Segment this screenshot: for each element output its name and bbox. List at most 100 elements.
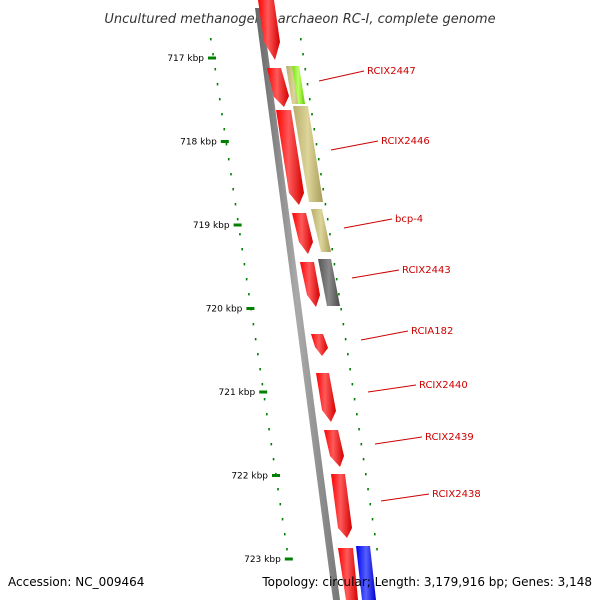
kbp-tick-label: 722 kbp: [231, 472, 268, 482]
guide-dot: [329, 233, 331, 236]
guide-dot: [335, 278, 338, 281]
gene-arrow-7: [324, 430, 344, 467]
guide-dot: [356, 413, 358, 416]
kbp-tick-label: 720 kbp: [206, 305, 243, 315]
guide-dot: [349, 368, 351, 371]
guide-dot: [369, 503, 372, 506]
guide-dot: [210, 38, 212, 41]
gene-arrow-4: [300, 262, 320, 307]
guide-dot: [358, 428, 360, 431]
gene-label-leader: [343, 218, 393, 229]
guide-dot: [353, 398, 356, 401]
kbp-tick-label: 719 kbp: [193, 221, 230, 231]
guide-dot: [367, 488, 369, 491]
guide-dot: [331, 248, 333, 251]
guide-dot: [320, 173, 322, 176]
gene-label: RCIX2447: [367, 66, 416, 77]
kbp-tick-mark: [208, 56, 216, 60]
guide-dot: [344, 338, 347, 341]
kbp-tick-label: 721 kbp: [219, 388, 256, 398]
accession-text: Accession: NC_009464: [8, 575, 144, 589]
gene-label: bcp-4: [395, 214, 423, 225]
gene-label-leader: [351, 269, 400, 279]
gene-arrow-top: [258, 0, 280, 60]
gene-label-leader: [374, 436, 423, 445]
guide-dot: [322, 188, 325, 191]
guide-dot: [257, 353, 259, 356]
kbp-tick-label: 717 kbp: [167, 54, 204, 64]
gene-label: RCIX2438: [432, 489, 481, 500]
kbp-tick-mark: [259, 390, 268, 394]
gene-label: RCIX2440: [419, 380, 468, 391]
gene-label-layer: RCIX2447 RCIX2446 bcp-4 RCIX2443 RCIA182 RCIX…: [318, 66, 481, 502]
kbp-tick-layer: 717 kbp 718 kbp 719 kbp 720 kbp 721 kbp 722 k…: [167, 54, 293, 565]
guide-dot: [281, 518, 284, 521]
guide-dot: [308, 98, 311, 101]
guide-dot: [234, 203, 237, 206]
cog-gene-gray: [318, 259, 340, 306]
guide-dot: [225, 143, 228, 146]
guide-dot: [221, 113, 223, 116]
kbp-tick-mark: [233, 223, 242, 227]
cog-gene-khaki-3: [311, 209, 331, 252]
guide-dot: [342, 323, 345, 326]
guide-dot: [254, 338, 257, 341]
guide-dot: [351, 383, 354, 386]
guide-dot: [245, 278, 248, 281]
genome-backbone: [255, 8, 340, 600]
gene-arrow-5: [311, 334, 328, 356]
kbp-tick-mark: [272, 474, 280, 477]
kbp-tick-mark: [246, 307, 255, 310]
guide-dot: [261, 383, 264, 386]
kbp-tick-mark: [220, 140, 229, 143]
kbp-tick-label: 718 kbp: [180, 138, 217, 148]
gene-label: RCIX2439: [425, 432, 474, 443]
cog-gene-blue: [356, 546, 376, 600]
gene-label-leader: [318, 70, 365, 82]
guide-dot: [239, 233, 241, 236]
guide-dot: [272, 458, 275, 461]
guide-dot: [227, 158, 230, 161]
guide-dot: [248, 293, 250, 296]
guide-dot: [313, 128, 316, 131]
guide-dot: [236, 218, 239, 221]
guide-dot: [252, 323, 255, 326]
guide-dot: [362, 458, 365, 461]
guide-dot: [212, 53, 214, 56]
guide-dot: [214, 68, 217, 71]
genome-summary-text: Topology: circular; Length: 3,179,916 bp…: [261, 575, 592, 589]
map-title: Uncultured methanogenic archaeon RC-I, c…: [104, 12, 495, 27]
guide-dot: [286, 548, 288, 551]
guide-dot: [326, 218, 329, 221]
guide-dot: [218, 98, 221, 101]
outer-tick-dots: [300, 38, 378, 551]
guide-dot: [317, 158, 320, 161]
guide-dot: [338, 293, 340, 296]
guide-dot: [304, 68, 307, 71]
guide-dot: [373, 533, 376, 536]
cog-gene-lime: [292, 66, 305, 104]
guide-dot: [259, 368, 261, 371]
guide-dot: [216, 83, 219, 86]
gene-label-leader: [330, 140, 379, 151]
guide-dot: [232, 188, 235, 191]
guide-dot: [306, 83, 309, 86]
guide-dot: [223, 128, 226, 131]
guide-dot: [283, 533, 286, 536]
guide-dot: [340, 308, 342, 311]
guide-dot: [266, 413, 268, 416]
guide-dot: [333, 263, 336, 266]
guide-dot: [300, 38, 302, 41]
kbp-tick-mark: [284, 557, 293, 561]
cog-gene-khaki-2: [293, 106, 323, 202]
guide-dot: [230, 173, 232, 176]
gene-label-leader: [380, 493, 430, 502]
guide-dot: [263, 398, 266, 401]
guide-dot: [243, 263, 246, 266]
guide-dot: [268, 428, 270, 431]
guide-dot: [241, 248, 243, 251]
guide-dot: [365, 473, 367, 476]
guide-dot: [302, 53, 304, 56]
guide-dot: [371, 518, 374, 521]
